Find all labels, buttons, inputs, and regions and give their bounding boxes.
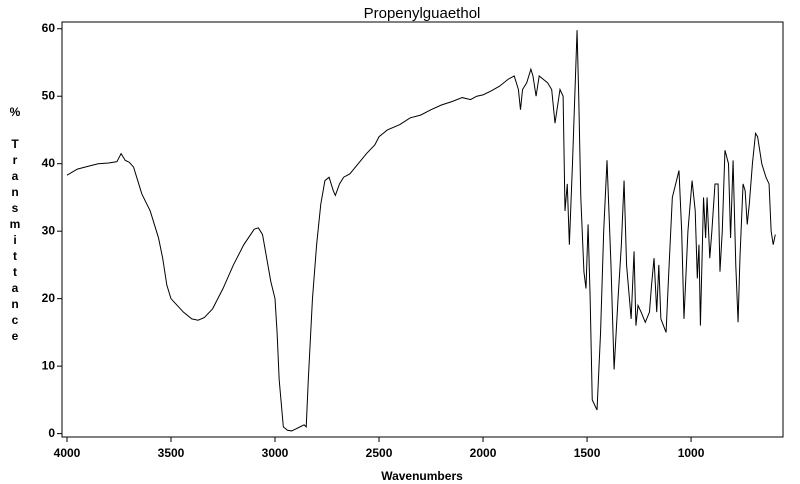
y-tick-label: 50 xyxy=(42,88,56,102)
y-axis-label: % Transmittance xyxy=(8,105,22,345)
x-tick-label: 2500 xyxy=(366,446,393,460)
x-axis-label: Wavenumbers xyxy=(381,469,463,483)
y-tick-label: 0 xyxy=(48,426,55,440)
y-tick-label: 10 xyxy=(42,358,56,372)
chart-title: Propenylguaethol xyxy=(364,5,481,22)
x-tick-label: 3500 xyxy=(158,446,185,460)
y-tick-label: 20 xyxy=(42,291,56,305)
y-tick-label: 30 xyxy=(42,223,56,237)
plot-frame xyxy=(61,21,784,438)
x-tick-label: 2000 xyxy=(470,446,497,460)
y-tick-label: 40 xyxy=(42,156,56,170)
x-tick-label: 3000 xyxy=(262,446,289,460)
x-tick-label: 1500 xyxy=(574,446,601,460)
x-tick-label: 4000 xyxy=(54,446,81,460)
spectrum-line xyxy=(66,30,776,432)
x-tick-label: 1000 xyxy=(678,446,705,460)
y-tick-label: 60 xyxy=(42,21,56,35)
